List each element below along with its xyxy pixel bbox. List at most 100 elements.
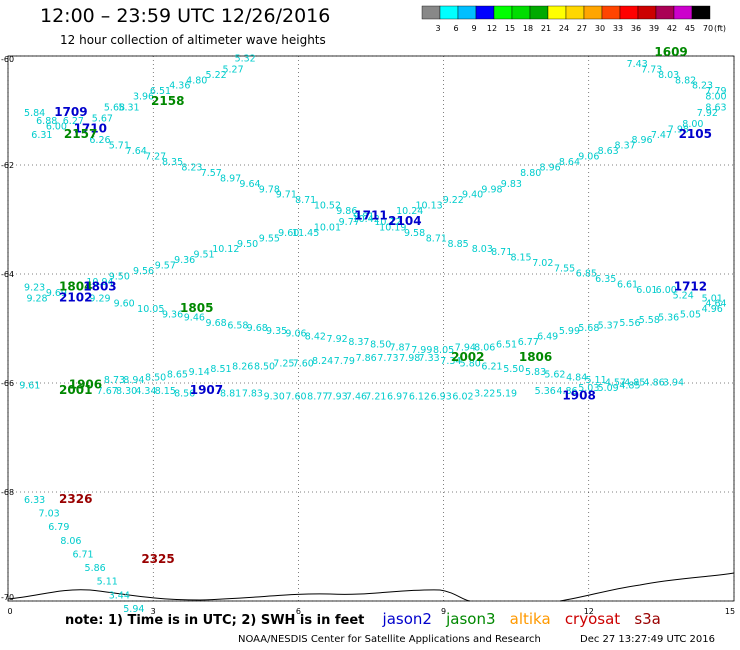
swh-point-label: 8.96	[540, 162, 561, 173]
swh-point-label: 5.94	[123, 604, 144, 615]
legend-label: 24	[559, 24, 569, 33]
swh-point-label: 6.21	[481, 361, 502, 372]
swh-point-label: 8.63	[705, 103, 726, 114]
legend-label: 18	[523, 24, 533, 33]
swh-point-label: 4.85	[619, 380, 640, 391]
swh-point-label: 7.34	[440, 356, 461, 367]
swh-point-label: 6.02	[452, 391, 473, 402]
swh-point-label: 9.71	[276, 190, 297, 201]
track-label: 2157	[64, 127, 97, 141]
swh-point-label: 9.81	[353, 212, 374, 223]
legend-swatch	[673, 5, 693, 20]
swh-point-label: 8.00	[682, 119, 703, 130]
swh-point-label: 9.69	[46, 288, 67, 299]
swh-point-label: 8.42	[305, 331, 326, 342]
track-label: 2002	[451, 350, 484, 364]
track-label: 1710	[74, 121, 107, 135]
swh-point-label: 8.82	[675, 75, 696, 86]
swh-point-label: 6.31	[31, 130, 52, 141]
swh-point-label: 8.15	[510, 252, 531, 263]
swh-point-label: 6.88	[36, 116, 57, 127]
swh-point-label: 4.36	[169, 81, 190, 92]
y-tick-label: -62	[1, 161, 14, 170]
legend-swatch	[601, 5, 621, 20]
swh-point-label: 6.00	[46, 122, 67, 133]
legend-label: 27	[577, 24, 587, 33]
swh-point-label: 5.31	[118, 103, 139, 114]
swh-point-label: 4.57	[605, 378, 626, 389]
swh-point-label: 9.60	[278, 228, 299, 239]
swh-point-label: 8.03	[658, 70, 679, 81]
swh-point-label: 7.02	[532, 258, 553, 269]
swh-point-label: 8.26	[232, 361, 253, 372]
track-label: 2325	[141, 552, 174, 566]
swh-point-label: 9.83	[501, 179, 522, 190]
note-text: note: 1) Time is in UTC; 2) SWH is in fe…	[65, 613, 365, 628]
swh-point-label: 9.60	[114, 299, 135, 310]
swh-point-label: 9.68	[206, 318, 227, 329]
swh-point-label: 9.57	[155, 261, 176, 272]
swh-point-label: 6.26	[89, 135, 110, 146]
track-label: 1804	[59, 279, 92, 293]
swh-point-label: 8.85	[448, 239, 469, 250]
chart-title: 12:00 – 23:59 UTC 12/26/2016	[40, 5, 331, 27]
swh-point-label: 9.28	[26, 293, 47, 304]
swh-point-label: 7.33	[419, 353, 440, 364]
legend-swatch	[655, 5, 675, 20]
swh-point-label: 8.06	[60, 536, 81, 547]
track-label: 1908	[562, 388, 595, 402]
swh-point-label: 10.24	[396, 206, 423, 217]
legend-label: 70	[703, 24, 713, 33]
swh-point-label: 10.94	[86, 277, 113, 288]
swh-point-label: 8.05	[433, 345, 454, 356]
swh-point-label: 5.36	[658, 312, 679, 323]
swh-point-label: 5.09	[598, 383, 619, 394]
swh-point-label: 5.50	[503, 364, 524, 375]
swh-point-label: 7.98	[668, 124, 689, 135]
swh-point-label: 10.42	[353, 214, 380, 225]
track-label: 2001	[59, 383, 92, 397]
swh-point-label: 7.46	[346, 391, 367, 402]
swh-point-label: 9.23	[24, 282, 45, 293]
track-label: 2158	[151, 94, 184, 108]
legend-label: 39	[649, 24, 659, 33]
swh-point-label: 5.37	[598, 321, 619, 332]
swh-point-label: 7.73	[377, 353, 398, 364]
swh-point-label: 6.49	[537, 331, 558, 342]
swh-point-label: 7.60	[285, 391, 306, 402]
swh-point-label: 6.77	[518, 337, 539, 348]
swh-point-label: 8.37	[615, 141, 636, 152]
swh-point-label: 10.19	[379, 222, 406, 233]
swh-point-label: 3.94	[663, 378, 684, 389]
swh-point-label: 10.13	[415, 201, 442, 212]
legend-label: 42	[667, 24, 677, 33]
swh-point-label: 4.34	[135, 386, 156, 397]
axis-ticks: 0 3 6 9 12 15 -60 -62 -64 -66 -68 -70	[1, 55, 735, 616]
swh-point-label: 8.80	[520, 168, 541, 179]
track-label: 2104	[388, 214, 421, 228]
legend-swatch	[529, 5, 549, 20]
swh-point-label: 9.46	[184, 312, 205, 323]
swh-point-label: 8.06	[474, 342, 495, 353]
sat-jason2: jason2	[382, 610, 432, 628]
swh-point-label: 7.94	[455, 342, 476, 353]
swh-point-label: 9.06	[285, 329, 306, 340]
swh-point-label: 9.98	[481, 184, 502, 195]
track-label: 1906	[69, 377, 102, 391]
legend-label: 36	[631, 24, 641, 33]
swh-point-label: 4.64	[705, 299, 726, 310]
swh-point-label: 5.05	[680, 310, 701, 321]
legend-swatch	[493, 5, 513, 20]
swh-point-label: 7.57	[201, 168, 222, 179]
swh-point-label: 5.99	[559, 326, 580, 337]
track-label: 1803	[83, 279, 116, 293]
legend-label: 30	[595, 24, 605, 33]
swh-point-label: 6.58	[227, 321, 248, 332]
legend-label: 21	[541, 24, 551, 33]
swh-points: 5.846.886.316.006.27 5.675.685.313.966.51…	[19, 53, 726, 614]
legend-swatch	[475, 5, 495, 20]
swh-point-label: 9.77	[339, 217, 360, 228]
swh-point-label: 7.67	[97, 386, 118, 397]
swh-point-label: 7.98	[399, 353, 420, 364]
swh-point-label: 9.51	[193, 250, 214, 261]
